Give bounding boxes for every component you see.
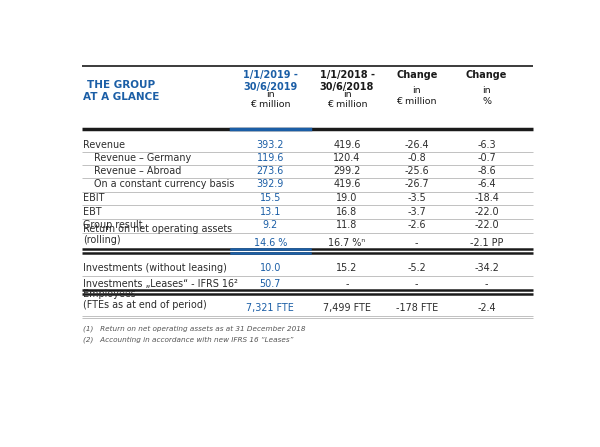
Text: 7,321 FTE: 7,321 FTE [247,303,294,313]
Text: -3.7: -3.7 [407,207,426,217]
Text: 11.8: 11.8 [337,220,358,230]
Text: 16.8: 16.8 [337,207,358,217]
Text: EBIT: EBIT [83,193,105,203]
Text: Revenue – Abroad: Revenue – Abroad [94,166,181,176]
Text: Revenue: Revenue [83,139,125,149]
Text: 15.2: 15.2 [337,263,358,274]
Text: 299.2: 299.2 [334,166,361,176]
Text: 15.5: 15.5 [260,193,281,203]
Text: -6.4: -6.4 [477,179,496,189]
Text: -25.6: -25.6 [404,166,429,176]
Text: -178 FTE: -178 FTE [395,303,438,313]
Text: -8.6: -8.6 [477,166,496,176]
Text: -6.3: -6.3 [477,139,496,149]
Text: 1/1/2018 -
30/6/2018: 1/1/2018 - 30/6/2018 [320,70,374,92]
Text: in
€ million: in € million [327,90,367,109]
Text: 7,499 FTE: 7,499 FTE [323,303,371,313]
Text: -26.7: -26.7 [404,179,429,189]
Text: -26.4: -26.4 [404,139,429,149]
Text: Investments (without leasing): Investments (without leasing) [83,263,227,274]
Text: 273.6: 273.6 [257,166,284,176]
Text: 1/1/2019 -
30/6/2019: 1/1/2019 - 30/6/2019 [243,70,298,92]
Text: in
€ million: in € million [250,90,290,109]
Text: -: - [415,238,419,248]
Text: Group result: Group result [83,220,143,230]
Text: -22.0: -22.0 [474,207,499,217]
Text: (1)   Return on net operating assets as at 31 December 2018: (1) Return on net operating assets as at… [83,325,306,332]
Text: 119.6: 119.6 [257,152,284,163]
Text: in
%: in % [482,86,491,106]
Text: Change: Change [466,70,507,80]
Text: Revenue – Germany: Revenue – Germany [94,152,191,163]
Text: Investments „Leases“ - IFRS 16²: Investments „Leases“ - IFRS 16² [83,279,238,289]
Text: -: - [485,279,488,289]
Text: Return on net operating assets
(rolling): Return on net operating assets (rolling) [83,224,232,245]
Text: EBT: EBT [83,207,102,217]
Text: Employees
(FTEs as at end of period): Employees (FTEs as at end of period) [83,289,207,310]
Text: 16.7 %ⁿ: 16.7 %ⁿ [328,238,365,248]
Text: -: - [415,279,419,289]
Text: -2.1 PP: -2.1 PP [470,238,503,248]
Text: 13.1: 13.1 [260,207,281,217]
Text: 14.6 %: 14.6 % [254,238,287,248]
Text: 392.9: 392.9 [257,179,284,189]
Text: Change: Change [396,70,437,80]
Text: (2)   Accounting in accordance with new IFRS 16 “Leases”: (2) Accounting in accordance with new IF… [83,337,294,343]
Text: On a constant currency basis: On a constant currency basis [94,179,234,189]
Text: -: - [345,279,349,289]
Text: 10.0: 10.0 [260,263,281,274]
Text: 9.2: 9.2 [263,220,278,230]
Text: -22.0: -22.0 [474,220,499,230]
Text: -18.4: -18.4 [474,193,499,203]
Text: -3.5: -3.5 [407,193,426,203]
Text: -0.7: -0.7 [477,152,496,163]
Text: in
€ million: in € million [397,86,437,106]
Text: 120.4: 120.4 [334,152,361,163]
Text: -0.8: -0.8 [407,152,426,163]
Text: 393.2: 393.2 [257,139,284,149]
Text: -2.4: -2.4 [477,303,496,313]
Text: -34.2: -34.2 [474,263,499,274]
Text: THE GROUP
AT A GLANCE: THE GROUP AT A GLANCE [83,80,160,102]
Text: 419.6: 419.6 [334,139,361,149]
Text: 419.6: 419.6 [334,179,361,189]
Text: 50.7: 50.7 [260,279,281,289]
Text: -2.6: -2.6 [407,220,426,230]
Text: 19.0: 19.0 [337,193,358,203]
Text: -5.2: -5.2 [407,263,426,274]
